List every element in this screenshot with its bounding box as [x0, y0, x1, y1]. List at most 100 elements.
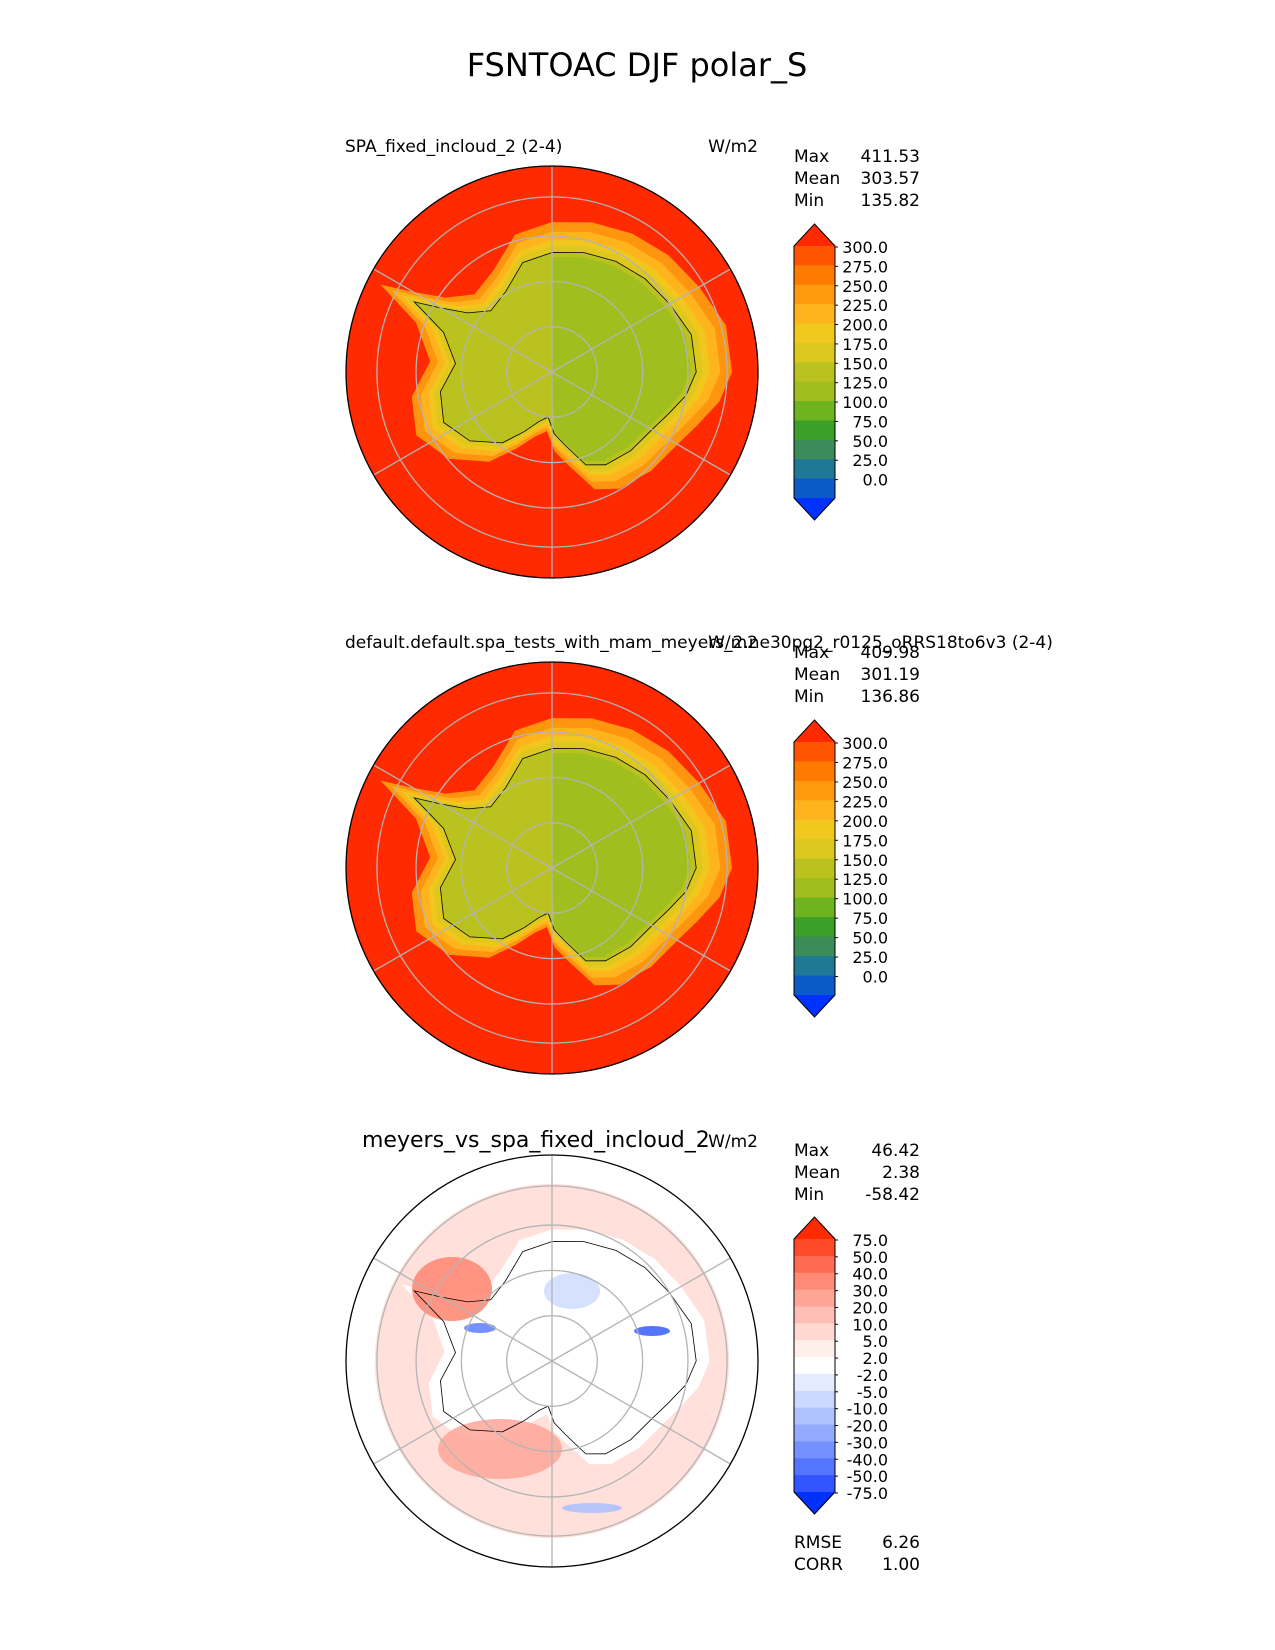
colorbar-tick-label: 50.0	[852, 432, 888, 451]
colorbar-tick-label: 75.0	[852, 909, 888, 928]
colorbar-segment	[794, 878, 835, 899]
meridian-gridline	[551, 867, 731, 972]
colorbar-tick-label: 125.0	[842, 374, 888, 393]
colorbar-tick-label: 0.0	[863, 471, 888, 490]
stat-label: Max	[794, 643, 829, 663]
colorbar-extend-top	[794, 1217, 835, 1239]
meridian-gridline	[373, 867, 553, 972]
footer-stat-value: 1.00	[882, 1555, 920, 1575]
colorbar-tick-label: 25.0	[852, 451, 888, 470]
colorbar-tick-label: 300.0	[842, 734, 888, 753]
colorbar-tick-label: 0.0	[863, 968, 888, 987]
colorbar-segment	[794, 420, 835, 441]
positive-anomaly-blob	[438, 1419, 562, 1479]
footer-stat-label: RMSE	[794, 1533, 842, 1553]
colorbar-tick-label: 175.0	[842, 335, 888, 354]
colorbar-segment	[794, 1306, 835, 1324]
stat-value: 2.38	[882, 1163, 920, 1183]
colorbar-tick-label: 225.0	[842, 296, 888, 315]
colorbar-segment	[794, 780, 835, 801]
panel-title: default.default.spa_tests_with_mam_meyer…	[345, 633, 1053, 653]
units-label: W/m2	[708, 1132, 758, 1152]
meridian-gridline	[373, 268, 553, 373]
colorbar-segment	[794, 897, 835, 918]
colorbar-tick-label: 30.0	[852, 1282, 888, 1301]
colorbar-outline	[793, 223, 836, 521]
colorbar-tick-label: 200.0	[842, 316, 888, 335]
colorbar-segment	[794, 439, 835, 460]
colorbar-tick-label: -20.0	[847, 1417, 888, 1436]
stat-label: Min	[794, 1185, 824, 1205]
colorbar-segment	[794, 1255, 835, 1274]
colorbar-segment	[794, 1458, 835, 1476]
colorbar-tick-label: 300.0	[842, 238, 888, 257]
map-boundary	[345, 165, 759, 579]
colorbar-segment	[794, 1424, 835, 1442]
positive-anomaly-blob	[412, 1257, 492, 1321]
colorbar-tick-label: 50.0	[852, 929, 888, 948]
east-antarctica-contour	[552, 257, 691, 462]
stat-label: Mean	[794, 169, 840, 189]
colorbar-tick-label: 100.0	[842, 393, 888, 412]
colorbar-tick-label: 10.0	[852, 1315, 888, 1334]
colorbar-tick-label: -5.0	[857, 1383, 888, 1402]
meridian-gridline	[373, 764, 553, 869]
colorbar-tick-label: 2.0	[863, 1349, 888, 1368]
colorbar-segment	[794, 1475, 835, 1493]
colorbar-segment	[794, 858, 835, 879]
colorbar-segment	[794, 381, 835, 402]
stat-value: 136.86	[861, 687, 920, 707]
colorbar-tick-label: 40.0	[852, 1265, 888, 1284]
units-label: W/m2	[708, 633, 758, 653]
footer-stat-label: CORR	[794, 1555, 843, 1575]
negative-anomaly-blob	[634, 1326, 670, 1336]
colorbar-tick-label: -75.0	[847, 1484, 888, 1503]
colorbar-tick-label: 150.0	[842, 354, 888, 373]
colorbar-segment	[794, 401, 835, 421]
negative-anomaly-blob	[464, 1323, 496, 1333]
neutral-region	[402, 1229, 710, 1465]
stat-label: Max	[794, 147, 829, 167]
map-boundary	[345, 661, 759, 1075]
colorbar-segment	[794, 265, 835, 286]
colorbar-segment	[794, 1357, 835, 1375]
stat-value: -58.42	[865, 1185, 920, 1205]
colorbar-tick-label: 100.0	[842, 890, 888, 909]
colorbar-extend-top	[794, 720, 835, 742]
colorbar-segment	[794, 323, 835, 344]
colorbar-segment	[794, 478, 835, 499]
stat-value: 301.19	[861, 665, 920, 685]
colorbar-segment	[794, 1407, 835, 1426]
stat-value: 409.98	[861, 643, 920, 663]
colorbar-tick-label: 250.0	[842, 277, 888, 296]
colorbar-tick-label: 200.0	[842, 812, 888, 831]
stat-value: 135.82	[861, 191, 920, 211]
colorbar-extend-bottom	[794, 1492, 835, 1514]
colorbar-outline	[793, 1216, 836, 1515]
colorbar-tick-label: 5.0	[863, 1332, 888, 1351]
panel-title: SPA_fixed_incloud_2 (2-4)	[345, 137, 562, 157]
meridian-gridline	[551, 764, 731, 869]
colorbar-segment	[794, 1373, 835, 1392]
stat-value: 411.53	[861, 147, 920, 167]
map-panel: SPA_fixed_incloud_2 (2-4) W/m2 Max 411.53 Me…	[345, 137, 920, 579]
colorbar-segment	[794, 459, 835, 480]
colorbar-tick-label: -30.0	[847, 1433, 888, 1452]
colorbar-segment	[794, 1340, 835, 1358]
colorbar-segment	[794, 1323, 835, 1341]
map-panel: meyers_vs_spa_fixed_incloud_2W/m2 Max 46.4…	[345, 1128, 920, 1575]
colorbar-tick-label: -40.0	[847, 1450, 888, 1469]
colorbar-segment	[794, 956, 835, 977]
colorbar-extend-bottom	[794, 498, 835, 520]
colorbar-tick-label: -2.0	[857, 1366, 888, 1385]
panel-title: meyers_vs_spa_fixed_incloud_2	[362, 1128, 710, 1153]
colorbar-tick-label: 150.0	[842, 851, 888, 870]
stat-label: Min	[794, 687, 824, 707]
panels: SPA_fixed_incloud_2 (2-4) W/m2 Max 411.53 Me…	[345, 137, 1053, 1575]
colorbar-segment	[794, 362, 835, 383]
colorbar-segment	[794, 839, 835, 860]
colorbar-segment	[794, 742, 835, 762]
colorbar-segment	[794, 800, 835, 821]
colorbar-tick-label: 275.0	[842, 753, 888, 772]
